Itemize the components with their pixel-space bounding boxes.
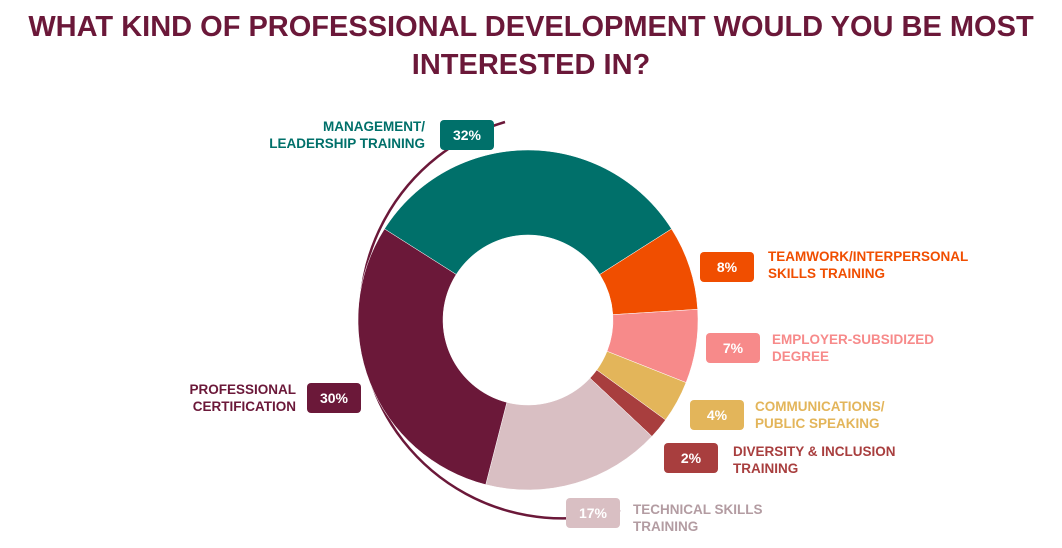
value-badge: 2% [664, 443, 718, 473]
category-label: TECHNICAL SKILLS TRAINING [633, 502, 763, 534]
value-badge: 17% [566, 498, 620, 528]
slice [357, 228, 508, 485]
value-badge: 8% [700, 252, 754, 282]
category-label: EMPLOYER-SUBSIDIZED DEGREE [772, 332, 935, 364]
slice [485, 377, 653, 491]
category-label: DIVERSITY & INCLUSION TRAINING [733, 444, 896, 476]
chart-title: WHAT KIND OF PROFESSIONAL DEVELOPMENT WO… [28, 11, 1034, 81]
category-label: TEAMWORK/INTERPERSONAL SKILLS TRAINING [768, 249, 969, 281]
slice [384, 149, 672, 275]
value-badge: 30% [307, 383, 361, 413]
category-label: PROFESSIONAL CERTIFICATION [189, 382, 296, 414]
category-label: MANAGEMENT/ LEADERSHIP TRAINING [269, 119, 425, 151]
value-badge: 4% [690, 400, 744, 430]
value-badge: 32% [440, 120, 494, 150]
value-badge: 7% [706, 333, 760, 363]
category-label: COMMUNICATIONS/ PUBLIC SPEAKING [755, 399, 885, 431]
